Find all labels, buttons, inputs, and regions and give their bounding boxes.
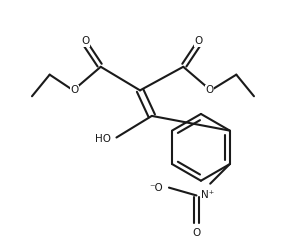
Text: ⁻O: ⁻O: [149, 183, 163, 193]
Text: O: O: [81, 36, 89, 46]
Text: N⁺: N⁺: [201, 190, 215, 200]
Text: O: O: [206, 85, 214, 95]
Text: HO: HO: [95, 134, 110, 144]
Text: O: O: [192, 228, 201, 238]
Text: O: O: [70, 85, 78, 95]
Text: O: O: [195, 36, 203, 46]
